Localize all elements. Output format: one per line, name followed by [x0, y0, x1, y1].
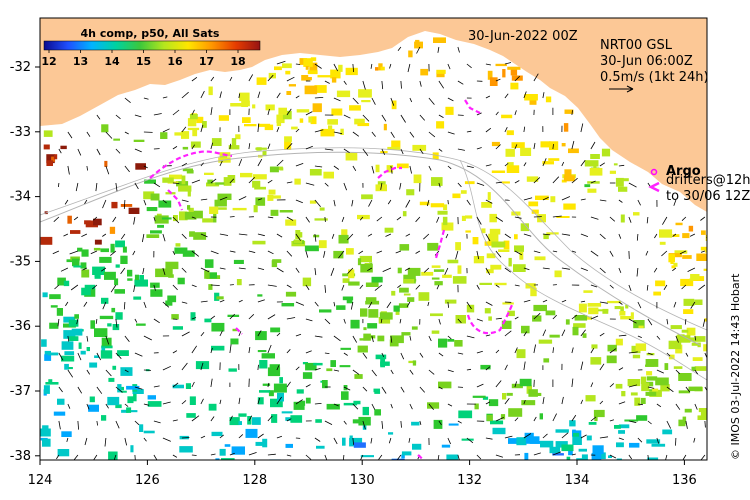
y-tick-label: -32 [10, 60, 31, 75]
x-tick-label: 132 [457, 473, 482, 488]
colorbar-tick-label: 13 [73, 55, 88, 68]
y-tick-label: -38 [10, 449, 31, 464]
colorbar-title: 4h comp, p50, All Sats [81, 27, 220, 40]
credit-text: © IMOS 03-Jul-2022 14:43 Hobart [729, 273, 742, 460]
y-tick-label: -36 [10, 319, 31, 334]
colorbar-tick-label: 17 [199, 55, 214, 68]
product-name: NRT00 GSL [600, 38, 673, 53]
colorbar [44, 41, 260, 50]
y-tick-label: -33 [10, 125, 31, 140]
x-tick-label: 130 [350, 473, 375, 488]
y-tick-label: -37 [10, 384, 31, 399]
y-tick-label: -35 [10, 254, 31, 269]
y-tick-label: -34 [10, 190, 31, 205]
x-tick-label: 134 [565, 473, 590, 488]
colorbar-tick-label: 14 [104, 55, 120, 68]
map-date: 30-Jun-2022 00Z [468, 29, 578, 44]
y-axis: -32 -33 -34 -35 -36 -37 -38 [10, 60, 40, 464]
x-tick-label: 126 [135, 473, 160, 488]
colorbar-tick-label: 16 [167, 55, 183, 68]
drifters-label: drifters@12h [666, 173, 750, 188]
x-tick-label: 128 [242, 473, 267, 488]
scale-label: 0.5m/s (1kt 24h) [600, 70, 709, 85]
colorbar-tick-label: 18 [230, 55, 245, 68]
colorbar-tick-label: 12 [41, 55, 56, 68]
product-time: 30-Jun 06:00Z [600, 54, 693, 69]
x-tick-label: 124 [28, 473, 53, 488]
drifters-period-label: to 30/06 12Z [666, 189, 750, 204]
colorbar-tick-label: 15 [136, 55, 151, 68]
x-axis: 124 126 128 130 132 134 136 [28, 460, 697, 488]
x-tick-label: 136 [672, 473, 697, 488]
